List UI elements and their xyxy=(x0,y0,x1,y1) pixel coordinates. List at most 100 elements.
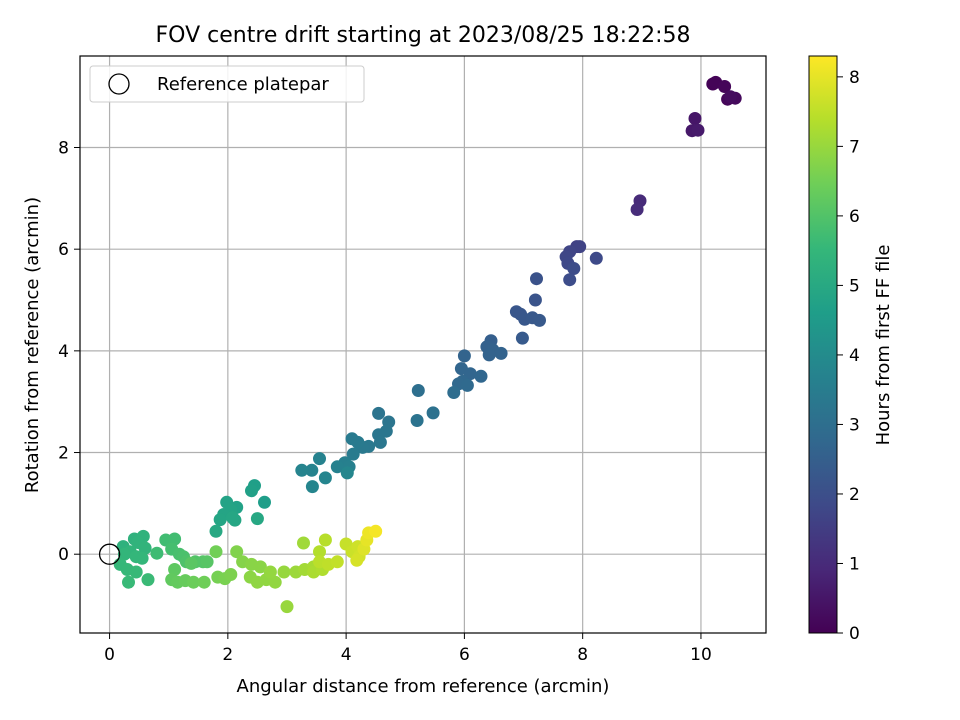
data-point xyxy=(447,386,461,399)
data-point xyxy=(688,112,702,125)
data-point xyxy=(718,80,732,93)
data-point xyxy=(589,251,603,265)
data-point xyxy=(474,369,488,383)
colorbar: 0 1 2 3 4 5 6 7 8 Hours from first FF file xyxy=(808,55,894,644)
data-point xyxy=(369,524,383,538)
data-point xyxy=(305,463,319,477)
data-point xyxy=(268,575,282,589)
colorbar-gradient xyxy=(808,55,838,634)
data-point xyxy=(340,466,354,480)
data-point xyxy=(280,600,294,614)
data-point xyxy=(305,480,319,494)
data-point xyxy=(263,565,277,579)
data-point xyxy=(373,435,387,449)
chart-title: FOV centre drift starting at 2023/08/25 … xyxy=(156,23,691,48)
data-point xyxy=(318,533,332,547)
data-point xyxy=(277,565,291,579)
y-tick-label: 6 xyxy=(58,240,69,260)
data-point xyxy=(150,546,164,560)
colorbar-tick-label: 2 xyxy=(849,485,860,505)
colorbar-tick-label: 3 xyxy=(849,415,860,435)
reference-platepar-marker xyxy=(98,543,121,565)
data-point xyxy=(184,556,198,570)
data-point xyxy=(313,452,326,466)
colorbar-ticks: 0 1 2 3 4 5 6 7 8 xyxy=(837,68,860,644)
data-point xyxy=(457,349,471,363)
data-point xyxy=(230,545,244,559)
data-point xyxy=(187,575,200,589)
data-point xyxy=(213,513,227,527)
data-point xyxy=(567,262,581,275)
data-point xyxy=(138,541,152,555)
data-point xyxy=(482,348,496,362)
data-point xyxy=(724,90,737,104)
data-point xyxy=(168,563,182,576)
data-point xyxy=(563,273,577,287)
legend-reference-marker xyxy=(108,73,130,95)
x-tick-label: 4 xyxy=(341,645,352,665)
colorbar-tick-label: 0 xyxy=(849,624,860,644)
data-point xyxy=(426,406,440,420)
data-point xyxy=(330,555,344,569)
x-tick-label: 10 xyxy=(690,645,712,665)
data-point xyxy=(345,432,359,446)
legend: Reference platepar xyxy=(89,65,365,103)
data-point xyxy=(250,512,264,526)
legend-box xyxy=(89,65,365,103)
y-tick-label: 0 xyxy=(58,545,69,565)
colorbar-tick-label: 7 xyxy=(849,137,860,157)
data-point xyxy=(460,378,474,392)
data-point xyxy=(318,471,332,485)
data-point xyxy=(411,384,425,397)
grid-lines xyxy=(80,56,766,633)
data-point xyxy=(295,463,309,477)
data-point xyxy=(228,513,242,527)
colorbar-tick-label: 8 xyxy=(849,68,860,88)
data-point xyxy=(117,547,131,561)
x-axis-label: Angular distance from reference (arcmin) xyxy=(237,676,610,697)
x-tick-label: 2 xyxy=(222,645,233,665)
data-point xyxy=(258,495,271,509)
y-tick-label: 4 xyxy=(58,342,69,362)
data-point xyxy=(691,123,705,137)
data-point xyxy=(297,536,310,550)
reference-marker-layer xyxy=(98,543,121,565)
y-axis-label: Rotation from reference (arcmin) xyxy=(22,197,43,493)
data-point xyxy=(122,575,135,589)
data-point xyxy=(313,545,326,559)
colorbar-tick-label: 6 xyxy=(849,207,860,227)
x-tick-label: 8 xyxy=(577,645,588,665)
data-points xyxy=(113,75,742,614)
data-point xyxy=(141,573,155,587)
data-point xyxy=(630,203,644,216)
data-point xyxy=(245,484,258,498)
x-tick-label: 0 xyxy=(104,645,115,665)
x-tick-label: 6 xyxy=(459,645,470,665)
data-point xyxy=(200,555,214,569)
data-point xyxy=(129,565,143,579)
colorbar-tick-label: 4 xyxy=(849,346,860,366)
data-point xyxy=(528,293,542,307)
data-point xyxy=(410,414,424,427)
colorbar-tick-label: 5 xyxy=(849,276,860,296)
data-point xyxy=(224,568,238,581)
data-point xyxy=(330,460,344,474)
colorbar-label: Hours from first FF file xyxy=(873,245,894,446)
data-point xyxy=(530,272,543,286)
data-point xyxy=(346,447,360,461)
data-point xyxy=(573,240,587,254)
legend-entry-reference: Reference platepar xyxy=(157,74,329,95)
data-point xyxy=(372,406,386,420)
data-point xyxy=(494,346,508,360)
data-point xyxy=(209,545,223,559)
x-axis-ticks: 0 2 4 6 8 10 xyxy=(104,633,712,665)
colorbar-tick-label: 1 xyxy=(849,554,860,574)
data-point xyxy=(253,560,267,574)
data-point xyxy=(168,532,182,546)
data-point xyxy=(350,553,364,567)
data-point xyxy=(209,524,223,538)
plot-frame xyxy=(79,55,767,634)
data-point xyxy=(515,331,529,345)
y-tick-label: 2 xyxy=(58,444,69,464)
